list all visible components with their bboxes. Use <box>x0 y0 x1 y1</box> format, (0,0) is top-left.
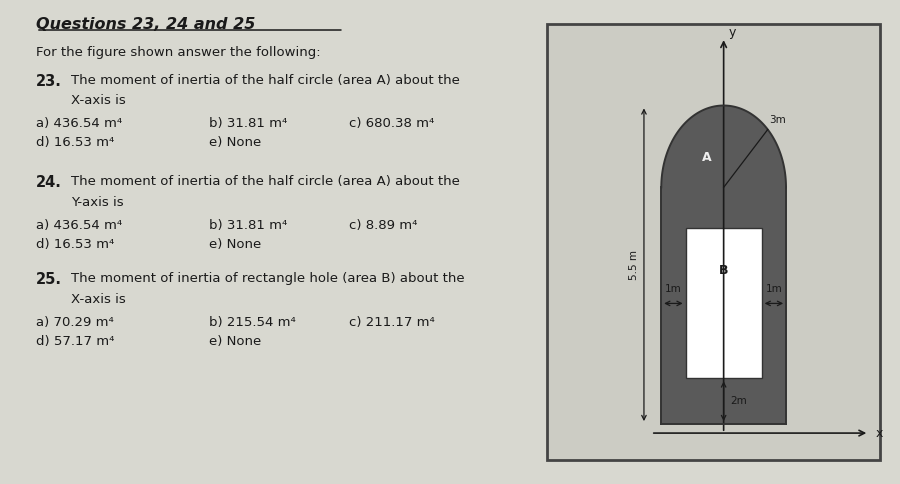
Text: X-axis is: X-axis is <box>71 94 126 107</box>
Bar <box>686 228 761 378</box>
Text: The moment of inertia of the half circle (area A) about the: The moment of inertia of the half circle… <box>71 175 460 188</box>
Text: y: y <box>729 26 736 39</box>
Text: 23.: 23. <box>36 74 62 89</box>
Text: a) 436.54 m⁴: a) 436.54 m⁴ <box>36 219 122 232</box>
Bar <box>662 187 786 424</box>
Text: c) 680.38 m⁴: c) 680.38 m⁴ <box>349 117 435 130</box>
Text: Y-axis is: Y-axis is <box>71 196 123 209</box>
Text: 24.: 24. <box>36 175 62 190</box>
Text: A: A <box>701 151 711 165</box>
Text: b) 31.81 m⁴: b) 31.81 m⁴ <box>209 219 287 232</box>
Text: 3m: 3m <box>770 115 787 125</box>
Text: Questions 23, 24 and 25: Questions 23, 24 and 25 <box>36 17 256 32</box>
Text: For the figure shown answer the following:: For the figure shown answer the followin… <box>36 46 320 59</box>
Text: c) 211.17 m⁴: c) 211.17 m⁴ <box>349 316 435 329</box>
Text: d) 16.53 m⁴: d) 16.53 m⁴ <box>36 238 114 251</box>
Text: The moment of inertia of rectangle hole (area B) about the: The moment of inertia of rectangle hole … <box>71 272 464 285</box>
Text: 1m: 1m <box>665 284 682 294</box>
Text: B: B <box>719 264 728 277</box>
Text: 25.: 25. <box>36 272 62 287</box>
Text: X-axis is: X-axis is <box>71 293 126 306</box>
Text: x: x <box>876 426 884 439</box>
Text: The moment of inertia of the half circle (area A) about the: The moment of inertia of the half circle… <box>71 74 460 87</box>
Text: 5.5 m: 5.5 m <box>629 250 639 280</box>
Text: b) 31.81 m⁴: b) 31.81 m⁴ <box>209 117 287 130</box>
Text: d) 16.53 m⁴: d) 16.53 m⁴ <box>36 136 114 150</box>
Text: a) 70.29 m⁴: a) 70.29 m⁴ <box>36 316 113 329</box>
Text: 1m: 1m <box>766 284 782 294</box>
Text: c) 8.89 m⁴: c) 8.89 m⁴ <box>349 219 418 232</box>
Wedge shape <box>662 106 786 187</box>
Text: e) None: e) None <box>209 136 261 150</box>
Text: b) 215.54 m⁴: b) 215.54 m⁴ <box>209 316 295 329</box>
Text: e) None: e) None <box>209 335 261 348</box>
Text: e) None: e) None <box>209 238 261 251</box>
Text: d) 57.17 m⁴: d) 57.17 m⁴ <box>36 335 114 348</box>
Text: 2m: 2m <box>730 396 747 406</box>
Text: a) 436.54 m⁴: a) 436.54 m⁴ <box>36 117 122 130</box>
